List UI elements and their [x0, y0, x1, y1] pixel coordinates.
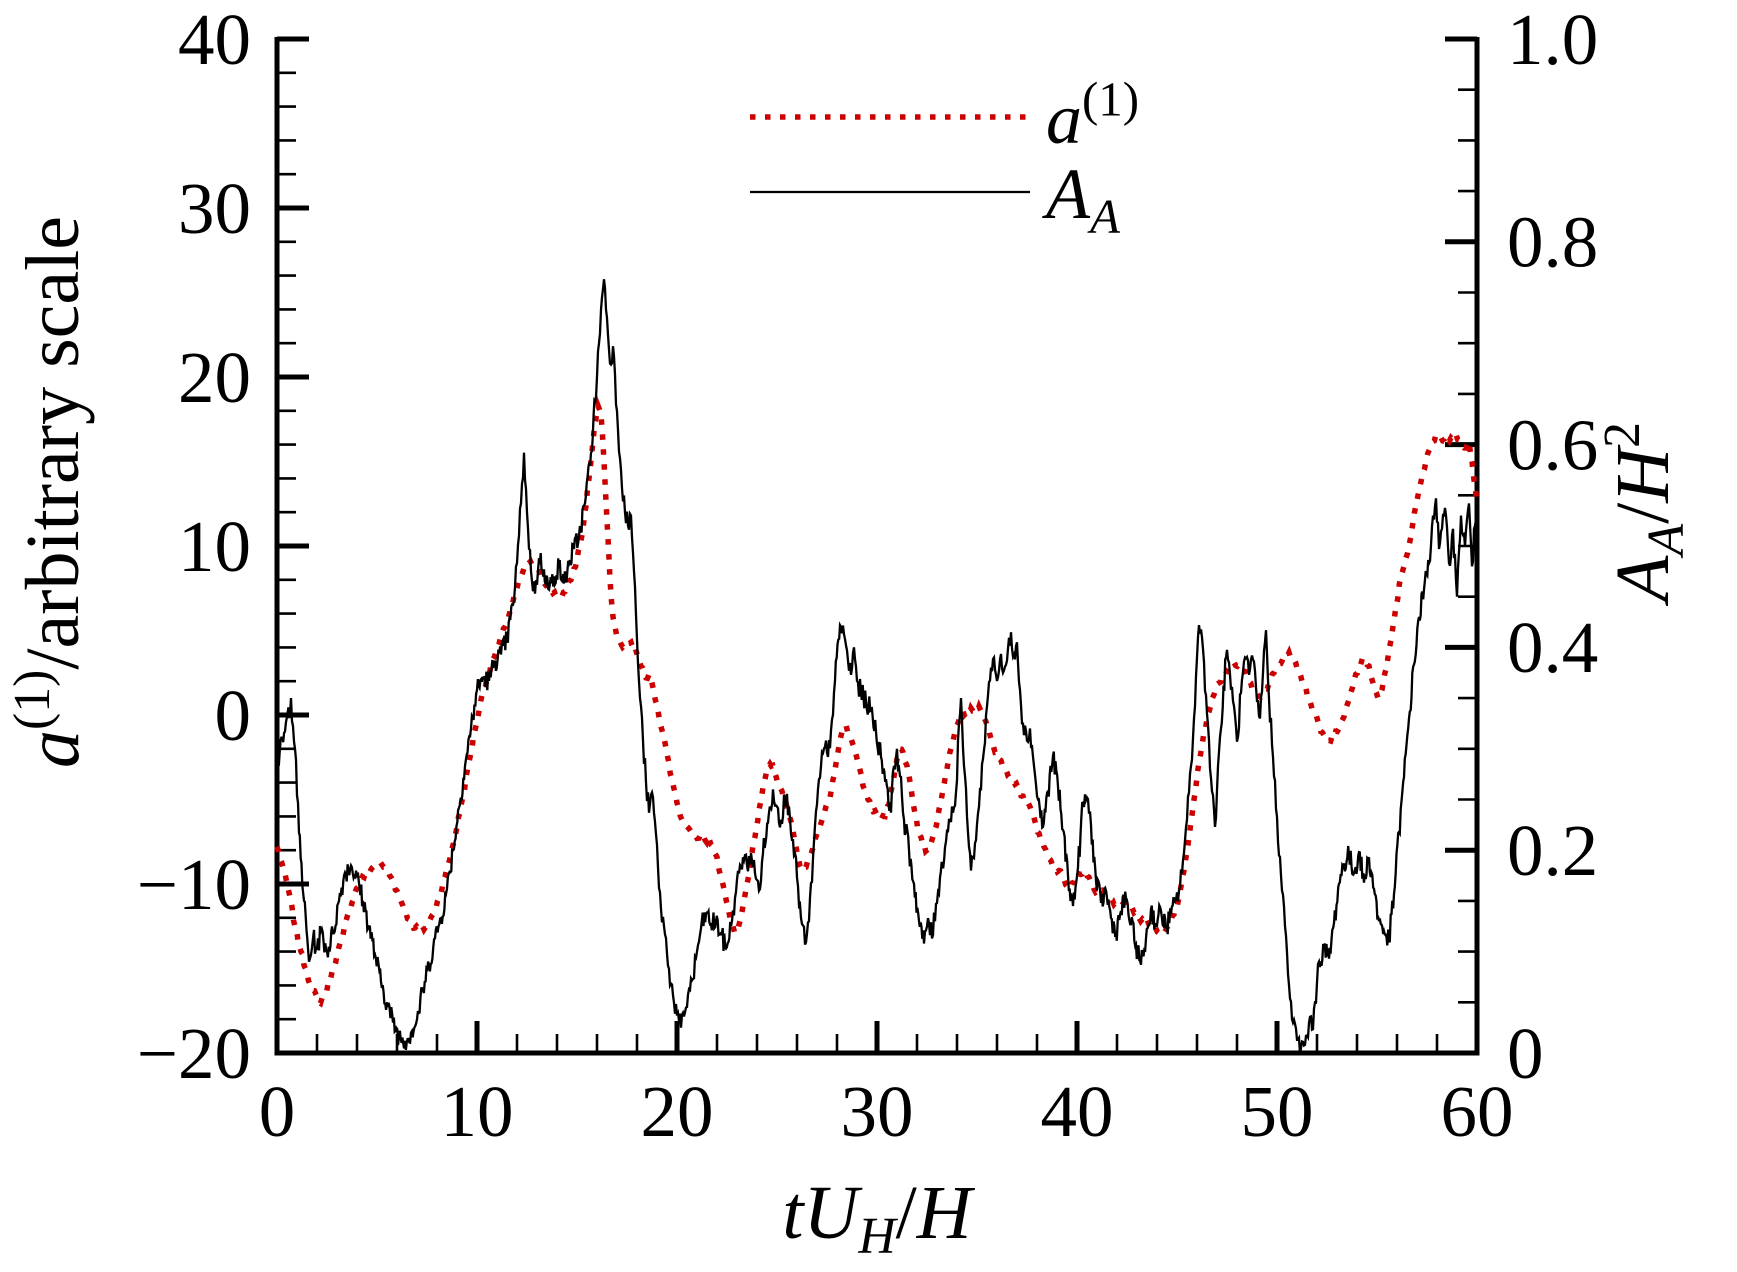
- y-left-axis-title: a(1)/arbitrary scale: [4, 216, 95, 768]
- y-right-tick-label: 1.0: [1507, 0, 1598, 80]
- y-left-tick-label: 40: [178, 0, 251, 80]
- axis-titles: tUH/H a(1)/arbitrary scale AA/H2: [4, 216, 1695, 1265]
- x-tick-label: 50: [1241, 1071, 1314, 1152]
- legend: a(1)AA: [750, 72, 1139, 243]
- y-left-tick-label: 20: [178, 337, 251, 418]
- y-left-tick-label: 30: [178, 168, 251, 249]
- series: [274, 279, 1480, 1055]
- x-tick-label: 30: [841, 1071, 914, 1152]
- y-right-tick-label: 0: [1507, 1013, 1544, 1094]
- x-tick-label: 40: [1041, 1071, 1114, 1152]
- y-left-tick-label: −10: [137, 844, 251, 925]
- y-left-tick-label: 0: [215, 675, 252, 756]
- left-ticks: [277, 36, 309, 1056]
- y-right-tick-label: 0.8: [1507, 202, 1598, 283]
- axes: [274, 37, 1480, 1056]
- x-axis-title: tUH/H: [782, 1171, 975, 1265]
- legend-label-AA: AA: [1042, 154, 1121, 243]
- y-right-tick-label: 0.4: [1507, 607, 1598, 688]
- x-tick-label: 0: [259, 1071, 296, 1152]
- legend-label-a1: a(1): [1046, 72, 1139, 159]
- y-left-tick-label: −20: [137, 1013, 251, 1094]
- x-tick-label: 20: [641, 1071, 714, 1152]
- tick-labels: 40 30 20 10 0 −10 −20 1.0 0.8 0.6 0.4 0.2 0 0 10 20 30 40…: [137, 0, 1598, 1152]
- bottom-ticks: [315, 1021, 1439, 1053]
- series-aa: [275, 279, 1479, 1055]
- y-left-tick-label: 10: [178, 506, 251, 587]
- x-tick-label: 10: [441, 1071, 514, 1152]
- series-a1: [274, 395, 1480, 1008]
- y-right-tick-label: 0.2: [1507, 810, 1598, 891]
- y-right-axis-title: AA/H2: [1594, 422, 1695, 607]
- y-right-tick-label: 0.6: [1507, 404, 1598, 485]
- x-tick-label: 60: [1441, 1071, 1514, 1152]
